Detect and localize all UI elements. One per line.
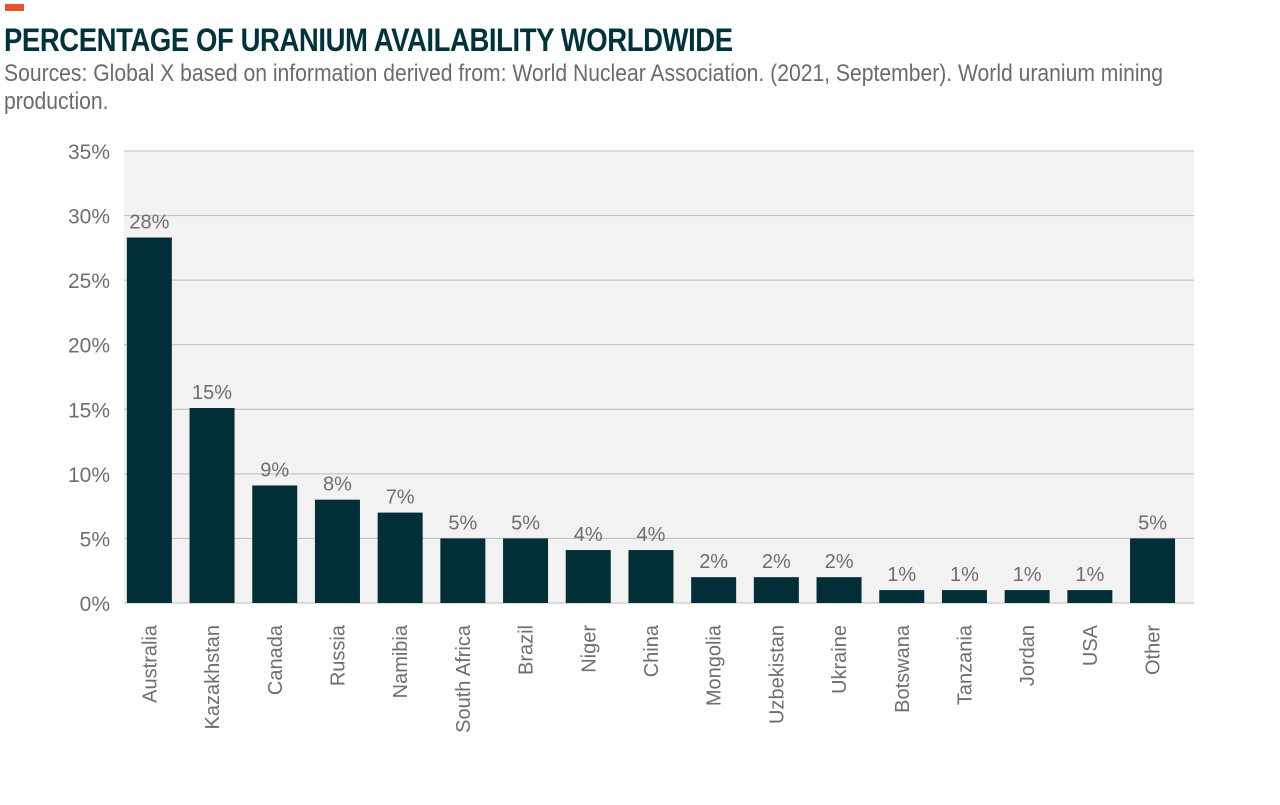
bar-namibia [377, 512, 423, 603]
data-label: 1% [1013, 564, 1042, 586]
category-label: Tanzania [954, 624, 976, 705]
category-label: Other [1143, 625, 1165, 675]
bar-tanzania [941, 590, 987, 603]
y-tick-label: 15% [68, 399, 110, 422]
category-label: Canada [265, 624, 287, 695]
data-label: 5% [448, 512, 477, 534]
plot-background [124, 151, 1194, 603]
y-tick-label: 10% [68, 464, 110, 487]
category-label: Jordan [1017, 625, 1039, 686]
data-labels: 28% 15% 9% 8% 7% 5% 5% 4% 4% 2% 2% 2% 1% 1% 1% 1% 5% [129, 212, 1167, 587]
data-label: 15% [192, 382, 232, 404]
y-tick-label: 30% [68, 206, 110, 229]
category-label: Russia [327, 624, 349, 686]
x-axis-category-labels: Australia Kazakhstan Canada Russia Namibia So… [139, 624, 1164, 733]
bar-jordan [1004, 590, 1050, 603]
category-label: USA [1080, 624, 1102, 666]
data-label: 4% [636, 524, 665, 546]
data-label: 7% [386, 487, 415, 509]
data-label: 2% [699, 551, 728, 573]
bar-niger [565, 550, 611, 603]
category-label: Mongolia [704, 624, 726, 706]
y-tick-label: 25% [68, 270, 110, 293]
y-axis-tick-labels: 0% 5% 10% 15% 20% 25% 30% 35% [68, 141, 110, 616]
data-label: 1% [887, 564, 916, 586]
category-label: Uzbekistan [766, 625, 788, 724]
data-label: 2% [825, 551, 854, 573]
bar-mongolia [691, 577, 737, 603]
category-label: South Africa [453, 624, 475, 733]
bar-other [1130, 538, 1176, 603]
category-label: China [641, 624, 663, 677]
bar-botswana [879, 590, 925, 603]
bars [126, 237, 1176, 604]
y-tick-label: 5% [80, 528, 110, 551]
category-label: Brazil [516, 625, 538, 675]
bar-kazakhstan [189, 407, 235, 603]
data-label: 5% [511, 512, 540, 534]
category-label: Namibia [390, 624, 412, 698]
data-label: 2% [762, 551, 791, 573]
category-label: Ukraine [829, 625, 851, 694]
bar-usa [1067, 590, 1113, 603]
data-label: 8% [323, 474, 352, 496]
bar-australia [126, 237, 172, 604]
bar-brazil [503, 538, 549, 603]
bar-canada [252, 485, 298, 603]
accent-bar [5, 4, 24, 11]
category-label: Botswana [892, 624, 914, 713]
bar-russia [314, 499, 360, 603]
bar-south-africa [440, 538, 486, 603]
data-label: 5% [1138, 512, 1167, 534]
chart-title: PERCENTAGE OF URANIUM AVAILABILITY WORLD… [4, 22, 733, 58]
bar-uzbekistan [753, 577, 799, 603]
bar-china [628, 550, 674, 603]
y-tick-label: 20% [68, 335, 110, 358]
data-label: 28% [129, 212, 169, 234]
y-tick-label: 35% [68, 141, 110, 164]
category-label: Niger [578, 625, 600, 673]
category-label: Australia [139, 624, 161, 703]
data-label: 1% [950, 564, 979, 586]
data-label: 9% [260, 459, 289, 481]
category-label: Kazakhstan [202, 625, 224, 730]
y-tick-label: 0% [80, 593, 110, 616]
chart-subtitle: Sources: Global X based on information d… [4, 60, 1164, 115]
data-label: 4% [574, 524, 603, 546]
bar-ukraine [816, 577, 862, 603]
data-label: 1% [1075, 564, 1104, 586]
